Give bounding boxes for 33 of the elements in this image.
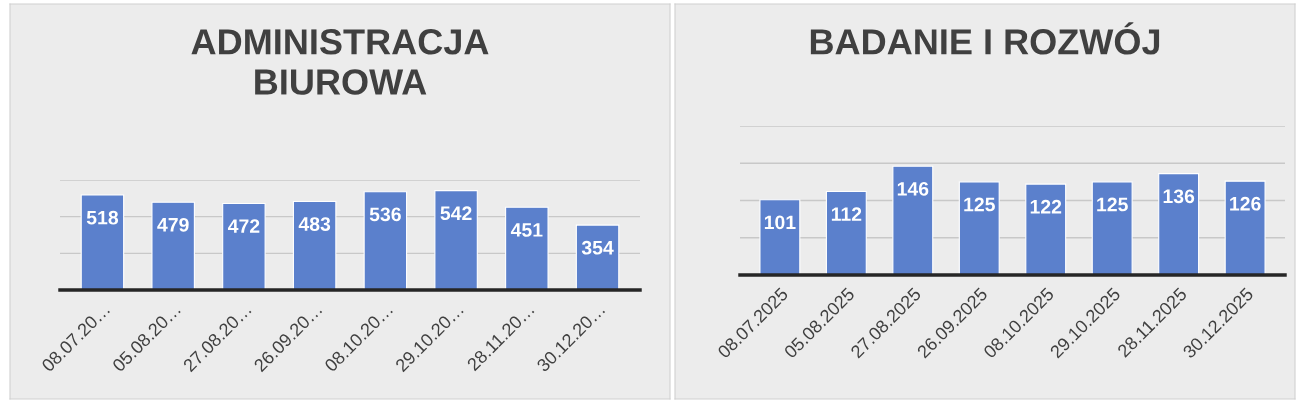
bar xyxy=(1025,183,1067,275)
bar xyxy=(958,181,1000,275)
data-label: 146 xyxy=(897,181,929,196)
data-label: 451 xyxy=(510,223,543,237)
chart-title: ADMINISTRACJA BIUROWA xyxy=(191,29,489,95)
bar xyxy=(80,194,125,290)
data-label: 542 xyxy=(440,206,472,221)
bar xyxy=(151,201,195,290)
data-label: 136 xyxy=(1163,189,1195,204)
bar xyxy=(1091,181,1133,275)
data-label: 125 xyxy=(964,197,995,212)
data-label: 122 xyxy=(1030,199,1062,214)
chart-title: BADANIE I ROZWÓJ xyxy=(810,22,1160,55)
data-label: 536 xyxy=(369,207,401,222)
bar xyxy=(363,191,408,290)
data-label: 472 xyxy=(227,219,260,233)
bar xyxy=(434,190,478,290)
bar xyxy=(1224,180,1266,275)
bar xyxy=(759,199,801,275)
bar xyxy=(505,206,549,290)
data-label: 483 xyxy=(298,217,331,231)
bar xyxy=(222,202,266,290)
data-label: 125 xyxy=(1097,197,1128,212)
data-label: 126 xyxy=(1230,196,1261,211)
data-label: 101 xyxy=(764,215,796,230)
data-label: 354 xyxy=(581,240,614,255)
data-label: 112 xyxy=(831,207,862,221)
bar xyxy=(1158,173,1200,275)
bar xyxy=(292,200,337,290)
data-label: 479 xyxy=(157,217,189,232)
data-label: 518 xyxy=(86,210,119,225)
bar xyxy=(892,165,934,275)
bar xyxy=(825,191,867,275)
